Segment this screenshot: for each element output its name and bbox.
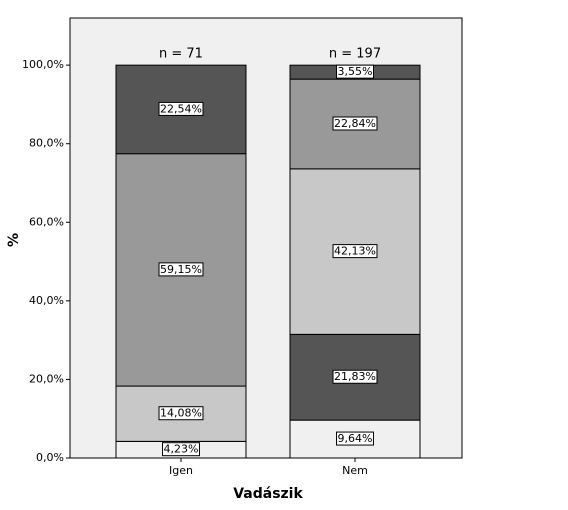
x-tick-label: Igen — [169, 464, 193, 477]
annotation: n = 197 — [329, 47, 381, 62]
value-label: 3,55% — [338, 65, 373, 78]
value-label-box — [162, 442, 200, 457]
y-tick-label: 80,0% — [29, 137, 64, 150]
value-label: 21,83% — [334, 370, 376, 383]
value-label-box — [332, 369, 378, 384]
value-label-box — [336, 64, 374, 79]
value-label: 59,15% — [160, 263, 202, 276]
y-axis-title: % — [6, 233, 22, 247]
value-label: 22,54% — [160, 102, 202, 115]
value-label-box — [332, 116, 378, 131]
x-axis-title: Vadászik — [233, 486, 303, 502]
value-label: 4,23% — [164, 443, 199, 456]
value-label: 42,13% — [334, 245, 376, 258]
y-tick-label: 40,0% — [29, 294, 64, 307]
y-tick-label: 100,0% — [22, 58, 64, 71]
y-tick-label: 60,0% — [29, 215, 64, 228]
x-tick-label: Nem — [342, 464, 368, 477]
value-label-box — [158, 262, 204, 277]
value-label: 22,84% — [334, 117, 376, 130]
value-label: 9,64% — [338, 432, 373, 445]
value-label: 14,08% — [160, 407, 202, 420]
annotation: n = 71 — [159, 47, 203, 62]
value-label-box — [332, 244, 378, 259]
y-tick-label: 20,0% — [29, 372, 64, 385]
value-label-box — [336, 431, 374, 446]
value-label-box — [158, 101, 204, 116]
y-tick-label: 0,0% — [36, 451, 64, 464]
value-label-box — [158, 406, 204, 421]
